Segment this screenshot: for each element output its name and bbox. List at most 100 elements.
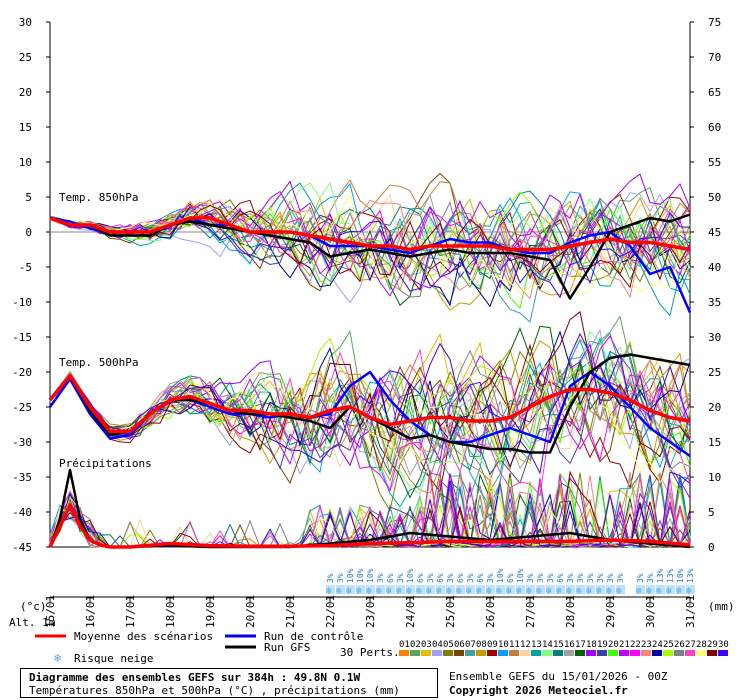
snow-risk-cell [446, 585, 455, 594]
perturbation-number: 01 [399, 640, 410, 650]
perturbation-color-box [476, 650, 486, 656]
snow-risk-pct: 3% [606, 573, 615, 583]
perturbation-number: 04 [432, 640, 443, 650]
perturbation-color-box [685, 650, 695, 656]
snowflake-icon: ❄ [346, 586, 353, 597]
footer-title-box: Diagramme des ensembles GEFS sur 384h : … [20, 668, 438, 698]
date-label: 20/01 [244, 595, 257, 628]
snow-risk-pct: 3% [566, 573, 575, 583]
series-t850-line [49, 213, 691, 300]
perturbation-number: 23 [641, 640, 652, 650]
snow-risk-cell [416, 585, 425, 594]
snow-risk-strip: ❄3%❄3%❄10%❄10%❄10%❄3%❄6%❄3%❄10%❄6%❄3%❄6%… [326, 568, 695, 597]
snowflake-icon: ❄ [486, 586, 493, 597]
perturbation-color-box [399, 650, 409, 656]
snow-risk-cell [336, 585, 345, 594]
snow-risk-pct: 10% [496, 568, 505, 583]
snow-risk-pct: 3% [426, 573, 435, 583]
perturbation-number: 28 [696, 640, 707, 650]
date-label: 28/01 [564, 595, 577, 628]
date-label: 19/01 [204, 595, 217, 628]
perturbation-color-box [542, 650, 552, 656]
date-label: 21/01 [284, 595, 297, 628]
snow-risk-cell [506, 585, 515, 594]
date-label: 27/01 [524, 595, 537, 628]
snow-risk-cell [646, 585, 655, 594]
snow-risk-cell [396, 585, 405, 594]
perturbation-color-box [520, 650, 530, 656]
left-tick-label: 30 [19, 16, 32, 29]
perturbation-number: 27 [685, 640, 696, 650]
left-tick-label: 0 [25, 226, 32, 239]
right-tick-label: 5 [708, 506, 715, 519]
snowflake-icon: ❄ [376, 586, 383, 597]
perturbation-number: 09 [487, 640, 498, 650]
ensemble-members [49, 172, 691, 549]
right-tick-label: 15 [708, 436, 721, 449]
perturbation-number: 11 [509, 640, 520, 650]
snow-risk-pct: 10% [406, 568, 415, 583]
date-label: 18/01 [164, 595, 177, 628]
precip-label: Précipitations [59, 457, 152, 470]
right-tick-label: 55 [708, 156, 721, 169]
perturbation-number: 15 [553, 640, 564, 650]
perturbation-number: 16 [564, 640, 575, 650]
perturbation-color-box [421, 650, 431, 656]
snow-risk-pct: 13% [656, 568, 665, 583]
snow-risk-pct: 10% [356, 568, 365, 583]
perturbation-color-box [564, 650, 574, 656]
perturbation-number: 05 [443, 640, 454, 650]
date-label: 25/01 [444, 595, 457, 628]
perturbation-number: 26 [674, 640, 685, 650]
snow-risk-pct: 3% [596, 573, 605, 583]
snowflake-icon: ❄ [396, 586, 403, 597]
legend-snow-label: Risque neige [74, 652, 153, 665]
left-tick-label: -30 [12, 436, 32, 449]
perturbation-color-box [718, 650, 728, 656]
legend-mean-label: Moyenne des scénarios [74, 630, 213, 643]
left-tick-label: -10 [12, 296, 32, 309]
ensemble-run-label: Ensemble GEFS du 15/01/2026 - 00Z [449, 670, 668, 683]
snowflake-icon: ❄ [416, 586, 423, 597]
snow-risk-pct: 10% [366, 568, 375, 583]
snowflake-icon: ❄ [526, 586, 533, 597]
left-unit-label: (°c) [20, 600, 47, 613]
snow-risk-pct: 3% [616, 573, 625, 583]
date-label: 17/01 [124, 595, 137, 628]
date-label: 22/01 [324, 595, 337, 628]
ensemble-t500-line [49, 340, 691, 483]
main-series [48, 213, 692, 549]
copyright-label: Copyright 2026 Meteociel.fr [449, 684, 628, 697]
snow-risk-pct: 3% [446, 573, 455, 583]
series-t850-line [49, 216, 691, 252]
left-tick-label: 10 [19, 156, 32, 169]
chart-axes: 302520151050-5-10-15-20-25-30-35-40-4575… [12, 16, 721, 628]
ensemble-t850-line [49, 182, 691, 293]
right-tick-label: 30 [708, 331, 721, 344]
snow-risk-pct: 3% [466, 573, 475, 583]
snowflake-icon: ❄ [576, 586, 583, 597]
perturbation-number: 07 [465, 640, 476, 650]
footer-subtitle: Températures 850hPa et 500hPa (°C) , pré… [29, 684, 400, 697]
perturbation-color-box [608, 650, 618, 656]
snow-risk-pct: 3% [376, 573, 385, 583]
left-tick-label: -40 [12, 506, 32, 519]
snowflake-icon: ❄ [326, 586, 333, 597]
snowflake-icon: ❄ [356, 586, 363, 597]
perturbation-number: 08 [476, 640, 487, 650]
ensemble-t850-line [49, 192, 691, 297]
snow-risk-pct: 3% [586, 573, 595, 583]
snow-risk-cell [486, 585, 495, 594]
left-tick-label: 15 [19, 121, 32, 134]
snowflake-icon: ❄ [566, 586, 573, 597]
ensemble-t500-line [49, 365, 691, 485]
right-tick-label: 50 [708, 191, 721, 204]
snow-risk-cell [536, 585, 545, 594]
snow-risk-cell [456, 585, 465, 594]
left-tick-label: -45 [12, 541, 32, 554]
date-label: 26/01 [484, 595, 497, 628]
snow-risk-pct: 3% [336, 573, 345, 583]
snowflake-icon: ❄ [536, 586, 543, 597]
perturbation-color-box [663, 650, 673, 656]
